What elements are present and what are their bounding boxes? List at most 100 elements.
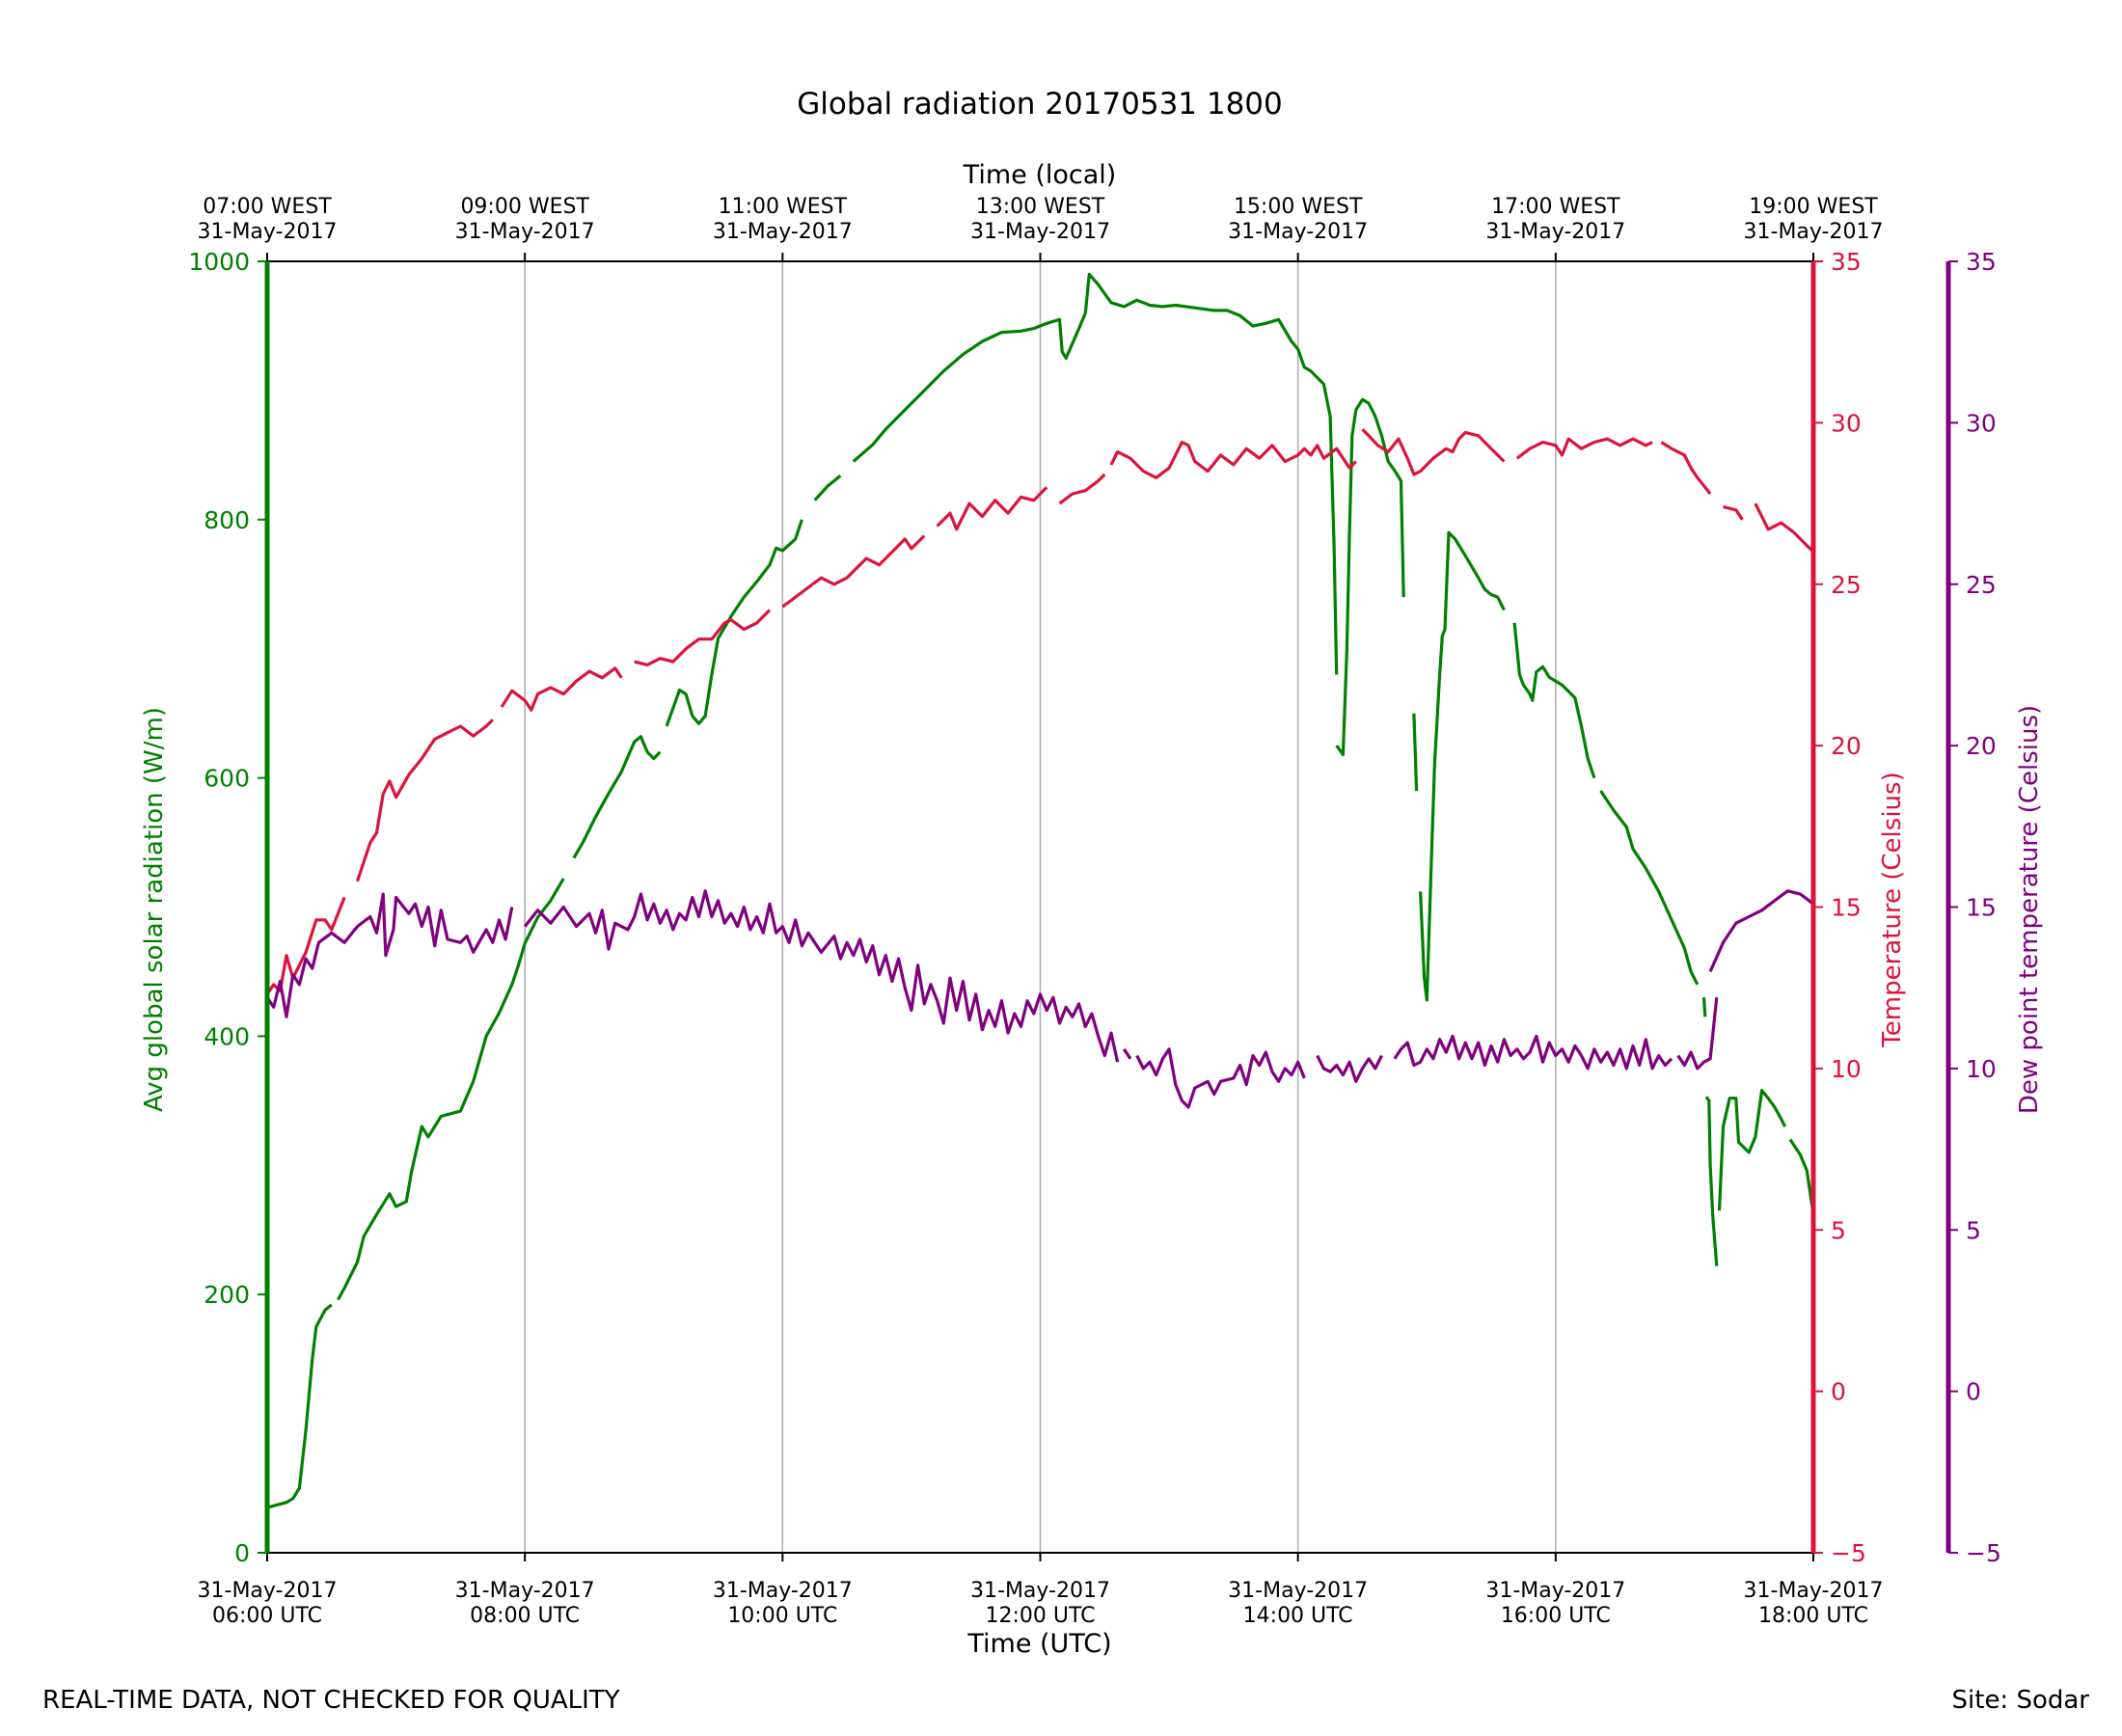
radiation-tick-label: 0 (234, 1539, 250, 1567)
x-tick-label-time: 16:00 UTC (1501, 1604, 1611, 1628)
dewpoint-tick-label: 5 (1966, 1216, 1981, 1244)
temperature-line (634, 609, 772, 666)
x2-tick-label-time: 13:00 WEST (976, 195, 1105, 219)
radiation-line (665, 519, 803, 727)
radiation-line (1512, 622, 1596, 779)
temperature-axis-label: Temperature (Celsius) (1878, 772, 1907, 1047)
temperature-line (1754, 502, 1815, 554)
radiation-axis-label: Avg global solar radiation (W/m) (140, 707, 169, 1112)
x-tick-label-time: 18:00 UTC (1758, 1604, 1868, 1628)
temperature-tick-label: 25 (1831, 571, 1862, 599)
radiation-line (813, 475, 842, 502)
dewpoint-line (1135, 1047, 1306, 1109)
dewpoint-line (1708, 889, 1814, 973)
x2-tick-label-date: 31-May-2017 (198, 220, 338, 244)
temperature-tick-label: 20 (1831, 732, 1862, 760)
radiation-line (337, 878, 565, 1301)
x-tick-label-date: 31-May-2017 (1228, 1579, 1368, 1603)
dewpoint-line (265, 892, 514, 1018)
radiation-tick-label: 1000 (188, 248, 250, 276)
x-tick-label-time: 08:00 UTC (470, 1604, 580, 1628)
temperature-line (265, 896, 346, 995)
radiation-line (1701, 997, 1707, 1017)
x2-tick-label-date: 31-May-2017 (1485, 220, 1625, 244)
temperature-line (1660, 441, 1712, 495)
radiation-line (1419, 530, 1506, 1002)
x-tick-label-time: 12:00 UTC (985, 1604, 1095, 1628)
dewpoint-tick-label: 15 (1966, 894, 1997, 922)
temperature-tick-label: 0 (1831, 1378, 1846, 1406)
temperature-line (936, 486, 1048, 531)
x2-tick-label-time: 17:00 WEST (1491, 195, 1620, 219)
top-axis-label: Time (local) (963, 160, 1117, 190)
x2-tick-label-time: 09:00 WEST (460, 195, 589, 219)
temperature-tick-label: 15 (1831, 894, 1862, 922)
grid-lines (524, 261, 1557, 1553)
radiation-line (266, 1303, 333, 1509)
temperature-tick-label: 30 (1831, 409, 1862, 437)
temperature-line (1515, 437, 1653, 460)
x2-tick-label-date: 31-May-2017 (1228, 220, 1368, 244)
x2-tick-label-date: 31-May-2017 (455, 220, 595, 244)
quality-disclaimer: REAL-TIME DATA, NOT CHECKED FOR QUALITY (42, 1686, 620, 1715)
radiation-series (266, 272, 1815, 1509)
x2-tick-label-date: 31-May-2017 (713, 220, 853, 244)
dewpoint-tick-label: 10 (1966, 1055, 1997, 1083)
x-tick-label-date: 31-May-2017 (1744, 1579, 1884, 1603)
temperature-line (1109, 440, 1357, 479)
x2-tick-label-date: 31-May-2017 (970, 220, 1110, 244)
dewpoint-line (1393, 1034, 1673, 1071)
radiation-tick-label: 800 (204, 506, 250, 534)
x-tick-label-date: 31-May-2017 (198, 1579, 338, 1603)
x-tick-label-date: 31-May-2017 (455, 1579, 595, 1603)
dewpoint-line (1676, 997, 1719, 1071)
dewpoint-tick-label: 30 (1966, 409, 1997, 437)
temperature-tick-label: 35 (1831, 248, 1862, 276)
temperature-tick-label: 10 (1831, 1055, 1862, 1083)
radiation-line (852, 272, 1339, 675)
dewpoint-series (265, 889, 1814, 1109)
x-tick-label-date: 31-May-2017 (970, 1579, 1110, 1603)
temperature-line (781, 534, 926, 609)
radiation-line (1704, 1096, 1719, 1266)
temperature-line (355, 719, 494, 882)
temperature-tick-label: −5 (1831, 1539, 1866, 1567)
radiation-tick-label: 600 (204, 765, 250, 793)
radiation-tick-label: 200 (204, 1281, 250, 1309)
x2-tick-label-time: 15:00 WEST (1234, 195, 1363, 219)
temperature-line (500, 666, 623, 712)
dewpoint-tick-label: 0 (1966, 1378, 1981, 1406)
x2-tick-label-time: 07:00 WEST (203, 195, 332, 219)
x-tick-label-date: 31-May-2017 (713, 1579, 853, 1603)
radiation-line (572, 735, 662, 859)
x-tick-label-time: 14:00 UTC (1243, 1604, 1353, 1628)
dewpoint-tick-label: 35 (1966, 248, 1997, 276)
radiation-line (1599, 790, 1700, 986)
temperature-line (1723, 504, 1744, 521)
dewpoint-line (1316, 1054, 1383, 1083)
dewpoint-line (1122, 1047, 1132, 1060)
radiation-tick-label: 400 (204, 1022, 250, 1050)
site-label: Site: Sodar (1951, 1686, 2089, 1715)
radiation-line (1717, 1089, 1787, 1211)
chart-title: Global radiation 20170531 1800 (797, 87, 1283, 122)
temperature-tick-label: 5 (1831, 1216, 1846, 1244)
dewpoint-line (523, 889, 1120, 1063)
dewpoint-tick-label: −5 (1966, 1539, 2001, 1567)
temperature-line (1361, 427, 1506, 476)
x-tick-label-time: 10:00 UTC (727, 1604, 837, 1628)
dewpoint-tick-label: 25 (1966, 571, 1997, 599)
dewpoint-axis-label: Dew point temperature (Celsius) (2015, 705, 2044, 1114)
x2-tick-label-date: 31-May-2017 (1744, 220, 1884, 244)
radiation-line (1788, 1138, 1815, 1215)
series-layer (265, 272, 1815, 1509)
temperature-line (1058, 473, 1106, 505)
x-axis-label: Time (UTC) (966, 1629, 1111, 1659)
dewpoint-tick-label: 20 (1966, 732, 1997, 760)
x2-tick-label-time: 11:00 WEST (719, 195, 848, 219)
x-tick-label-date: 31-May-2017 (1485, 1579, 1625, 1603)
radiation-line (1412, 713, 1419, 792)
x2-tick-label-time: 19:00 WEST (1749, 195, 1878, 219)
